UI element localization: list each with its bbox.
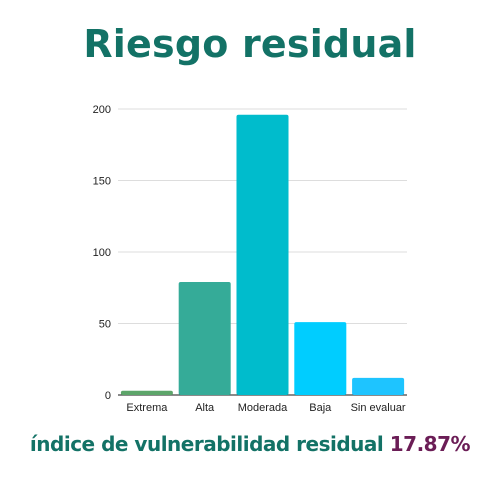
bars xyxy=(120,114,405,395)
y-tick-label: 200 xyxy=(93,104,111,116)
bar-extrema xyxy=(120,390,173,395)
vulnerability-index-label: índice de vulnerabilidad residual xyxy=(29,432,384,456)
y-tick-label: 150 xyxy=(93,176,111,188)
bar-baja xyxy=(294,322,347,395)
vulnerability-index-value: 17.87% xyxy=(389,432,471,456)
x-tick-label: Sin evaluar xyxy=(351,402,406,414)
bar-moderada xyxy=(236,114,289,395)
y-tick-label: 0 xyxy=(105,390,111,402)
x-axis-tick-labels: Extrema Alta Moderada Baja Sin evaluar xyxy=(126,402,406,414)
x-tick-label: Alta xyxy=(195,402,215,414)
x-tick-label: Baja xyxy=(309,402,332,414)
y-tick-label: 50 xyxy=(99,319,111,331)
bar-sin-evaluar xyxy=(352,377,405,395)
bar-alta xyxy=(178,282,231,395)
chart-title: Riesgo residual xyxy=(83,22,417,66)
y-axis-tick-labels: 0 50 100 150 200 xyxy=(93,104,111,402)
x-tick-label: Extrema xyxy=(126,402,168,414)
vulnerability-index: índice de vulnerabilidad residual 17.87% xyxy=(0,432,500,456)
y-tick-label: 100 xyxy=(93,247,111,259)
x-tick-label: Moderada xyxy=(238,402,288,414)
